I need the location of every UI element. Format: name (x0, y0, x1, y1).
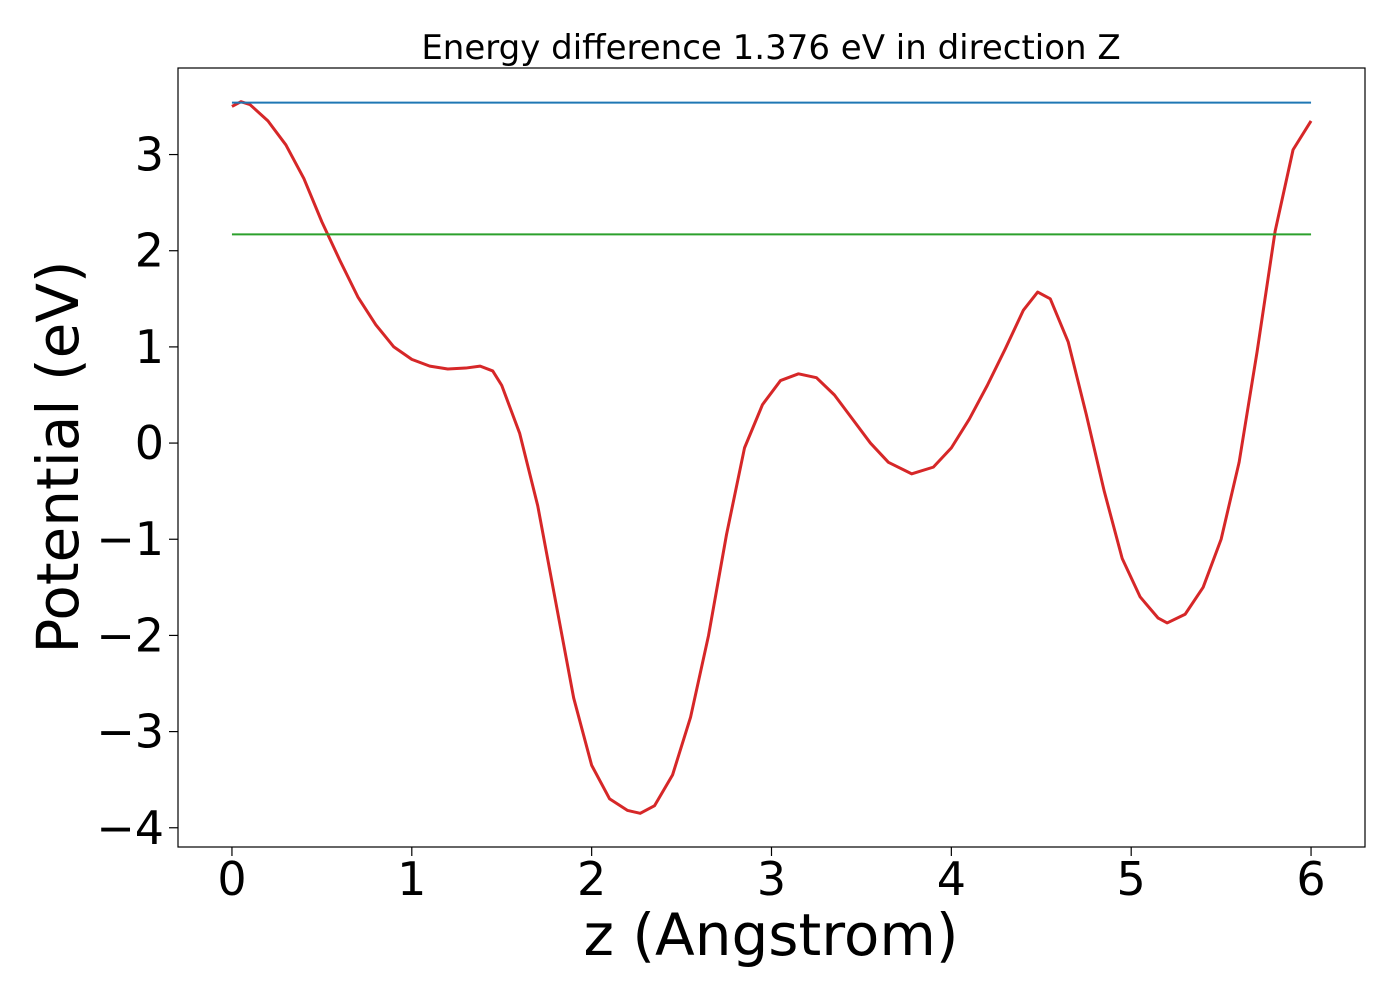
y-tick-label: 1 (135, 320, 164, 374)
y-tick-label: −4 (96, 801, 164, 855)
x-tick-label: 5 (1117, 852, 1146, 906)
y-axis-label: Potential (eV) (24, 260, 92, 653)
x-tick-label: 1 (397, 852, 426, 906)
y-axis: 3 2 1 0 −1 −2 −3 −4 (96, 128, 178, 855)
x-axis: 0 1 2 3 4 5 6 (217, 847, 1326, 906)
plot-frame (177, 67, 1366, 848)
y-tick-label: 0 (135, 416, 164, 470)
x-tick-label: 2 (577, 852, 606, 906)
x-tick-label: 3 (757, 852, 786, 906)
y-tick-label: 2 (135, 224, 164, 278)
series-layer (231, 100, 1313, 815)
y-tick-label: −1 (96, 512, 164, 566)
x-tick-label: 4 (937, 852, 966, 906)
y-tick-label: −2 (96, 608, 164, 662)
x-tick-label: 0 (217, 852, 246, 906)
x-tick-label: 6 (1296, 852, 1325, 906)
x-axis-label: z (Angstrom) (584, 901, 959, 969)
series-line-0 (231, 100, 1313, 815)
chart-title: Energy difference 1.376 eV in direction … (421, 28, 1120, 68)
y-tick-label: 3 (135, 128, 164, 182)
y-tick-label: −3 (96, 705, 164, 759)
